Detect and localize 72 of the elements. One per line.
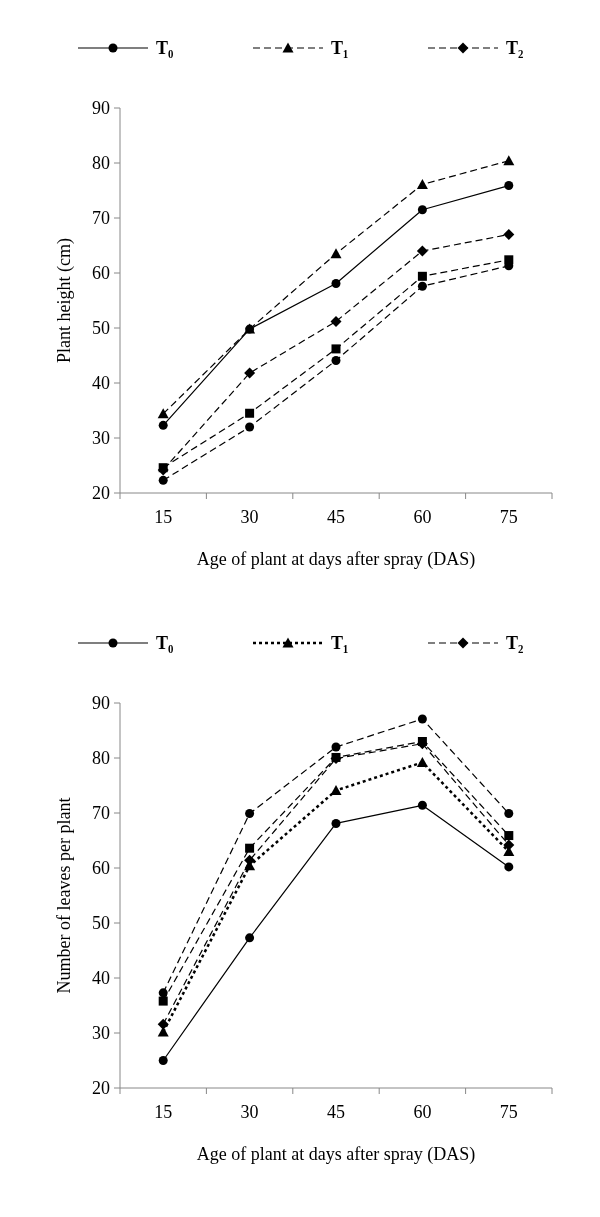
y-tick-label: 50 xyxy=(92,913,110,934)
point xyxy=(245,933,255,943)
x-tick-label: 45 xyxy=(327,1102,345,1122)
point xyxy=(157,1018,169,1030)
point xyxy=(245,843,255,853)
point xyxy=(158,475,168,485)
point xyxy=(330,315,342,327)
x-tick-label: 60 xyxy=(413,507,432,527)
x-axis-title: Age of plant at days after spray (DAS) xyxy=(196,549,476,570)
x-tick-label: 60 xyxy=(413,1102,432,1122)
x-tick-label: 30 xyxy=(240,1102,259,1122)
x-tick-label: 30 xyxy=(240,507,259,527)
point xyxy=(245,422,255,432)
point xyxy=(245,408,255,418)
x-tick-label: 15 xyxy=(154,1102,173,1122)
y-axis-title: Plant height (cm) xyxy=(54,238,75,363)
legend-label: T₂ xyxy=(506,633,524,654)
y-tick-label: 20 xyxy=(92,1078,110,1099)
point xyxy=(244,367,256,379)
y-tick-label: 40 xyxy=(92,968,110,989)
point xyxy=(158,1056,168,1065)
point xyxy=(503,155,515,166)
point xyxy=(417,205,427,215)
point xyxy=(417,271,427,281)
point xyxy=(503,229,515,240)
point xyxy=(504,862,514,872)
x-tick-label: 75 xyxy=(499,507,518,527)
legend-label: T₀ xyxy=(156,633,174,654)
point xyxy=(416,178,428,189)
legend-label: T₁ xyxy=(331,633,349,654)
y-tick-label: 60 xyxy=(92,263,110,284)
point xyxy=(417,281,427,291)
x-tick-label: 75 xyxy=(499,1102,518,1122)
point xyxy=(504,809,514,819)
x-tick-label: 45 xyxy=(327,507,345,527)
point xyxy=(416,756,428,767)
point xyxy=(504,831,514,841)
point xyxy=(330,248,342,259)
point xyxy=(331,344,341,354)
x-axis-title: Age of plant at days after spray (DAS) xyxy=(196,1144,476,1165)
legend-label: T₂ xyxy=(506,38,524,59)
point xyxy=(417,737,427,746)
y-tick-label: 70 xyxy=(92,803,110,824)
point xyxy=(504,181,514,191)
y-tick-label: 80 xyxy=(92,748,110,769)
point xyxy=(417,800,427,810)
point xyxy=(157,408,169,419)
point xyxy=(331,355,341,365)
y-axis-title: Number of leaves per plant xyxy=(54,797,74,994)
y-tick-label: 70 xyxy=(92,208,110,229)
x-tick-label: 15 xyxy=(154,507,173,527)
point xyxy=(331,818,341,828)
y-tick-label: 90 xyxy=(92,98,110,119)
y-tick-label: 30 xyxy=(92,1023,110,1044)
y-tick-label: 20 xyxy=(92,483,110,504)
point xyxy=(331,742,341,752)
point xyxy=(158,988,168,998)
y-tick-label: 80 xyxy=(92,153,110,174)
y-tick-label: 40 xyxy=(92,373,110,394)
y-tick-label: 50 xyxy=(92,318,110,339)
legend-label: T₁ xyxy=(331,38,349,59)
point xyxy=(416,245,428,257)
point xyxy=(158,996,168,1006)
y-tick-label: 60 xyxy=(92,858,110,879)
y-tick-label: 90 xyxy=(92,693,110,714)
point xyxy=(417,714,427,724)
point xyxy=(330,784,342,795)
point xyxy=(158,420,168,430)
y-tick-label: 30 xyxy=(92,428,110,449)
point xyxy=(331,278,341,288)
point xyxy=(245,809,255,819)
legend-label: T₀ xyxy=(156,38,174,59)
